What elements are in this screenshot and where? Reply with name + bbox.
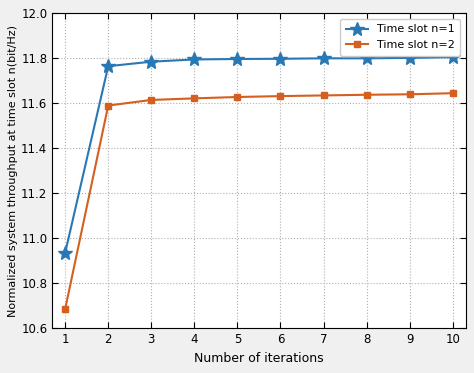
Time slot n=1 (407, 56, 412, 60)
Y-axis label: Normalized system throughput at time slot n(bit/Hz): Normalized system throughput at time slo… (9, 25, 18, 317)
Time slot n=1 (148, 59, 154, 64)
Time slot n=1 (278, 57, 283, 61)
Line: Time slot n=1: Time slot n=1 (58, 50, 460, 260)
Time slot n=2 (450, 91, 456, 95)
Time slot n=2 (407, 92, 412, 97)
Legend: Time slot n=1, Time slot n=2: Time slot n=1, Time slot n=2 (340, 19, 460, 56)
Time slot n=2 (278, 94, 283, 98)
Time slot n=1 (321, 56, 327, 60)
Time slot n=1 (62, 251, 68, 255)
Time slot n=2 (235, 95, 240, 99)
Time slot n=2 (105, 103, 111, 108)
Time slot n=2 (364, 93, 369, 97)
Time slot n=1 (191, 57, 197, 62)
Time slot n=2 (191, 96, 197, 101)
Time slot n=1 (105, 64, 111, 68)
Time slot n=1 (364, 56, 369, 60)
Time slot n=1 (235, 57, 240, 61)
Time slot n=1 (450, 55, 456, 59)
Time slot n=2 (321, 93, 327, 98)
X-axis label: Number of iterations: Number of iterations (194, 352, 324, 365)
Time slot n=2 (148, 98, 154, 102)
Time slot n=2 (62, 307, 68, 311)
Line: Time slot n=2: Time slot n=2 (62, 90, 456, 313)
